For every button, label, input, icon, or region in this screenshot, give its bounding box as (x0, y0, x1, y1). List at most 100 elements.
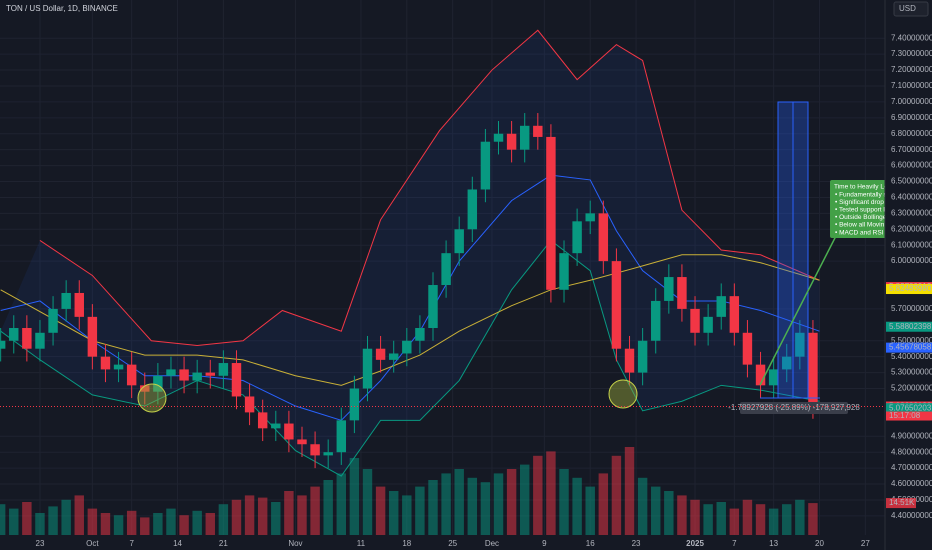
grid: 23 Oct 7 14 21 Nov 11 18 25 Dec 9 16 23 2025 7 13 20 27 (0, 0, 885, 548)
candle-body (782, 356, 792, 370)
volume-tag (886, 498, 916, 509)
volume-bar (388, 491, 399, 535)
y-tick-label: 7.20000000 (891, 65, 932, 74)
volume-bar (166, 508, 176, 535)
volume-bar (336, 473, 347, 535)
volume-bar (546, 451, 556, 535)
candle-body (572, 221, 582, 254)
volume-bar (100, 513, 111, 535)
y-tick-label: 6.50000000 (891, 177, 932, 186)
candle-body (690, 308, 700, 333)
overlay-line (39, 29, 820, 347)
volume-bar (61, 499, 71, 535)
volume-bar (0, 504, 6, 535)
candle-body (637, 340, 648, 373)
measure-box (740, 402, 848, 414)
y-tick-label: 6.70000000 (891, 145, 932, 154)
volume-bar (22, 502, 32, 535)
volume-bar (519, 464, 530, 535)
candle-body (140, 385, 150, 392)
y-tick-label: 6.00000000 (891, 256, 932, 265)
candle-body (677, 277, 687, 309)
candle-body (231, 363, 242, 397)
y-tick-label: 6.40000000 (891, 193, 932, 202)
plot-area: Time to Heavily Long:• Fundamentally str… (0, 29, 903, 535)
volume-bar (323, 480, 333, 535)
candle-body (0, 340, 6, 349)
y-tick-label: 5.30000000 (891, 368, 932, 377)
volume-bar (742, 499, 753, 535)
candle-body (153, 375, 163, 392)
x-tick-label: 9 (542, 539, 547, 548)
candle-body (375, 348, 386, 360)
price-tag-label: 5.45678058 (889, 343, 932, 352)
candle-body (703, 316, 713, 333)
volume-bar (651, 486, 661, 535)
candle-body (755, 364, 766, 386)
candle-body (22, 328, 32, 349)
candle-body (428, 285, 438, 329)
price-tag-label: 5.07650203 (889, 403, 932, 412)
x-tick-label: 7 (129, 539, 134, 548)
volume-bar (375, 486, 386, 535)
candle-body (205, 372, 215, 376)
overlay-line (0, 254, 820, 386)
candle-body (61, 292, 71, 309)
volume-bar (284, 491, 294, 535)
candle-body (271, 423, 281, 429)
candle-body (467, 189, 478, 230)
volume-bar (310, 486, 320, 535)
candle-body (795, 332, 805, 357)
volume-bar (402, 495, 412, 535)
candle-body (546, 136, 556, 290)
volume-bar (9, 508, 19, 535)
currency-label[interactable]: USD (899, 4, 916, 13)
volume-bar (703, 504, 713, 535)
candle-body (166, 369, 176, 376)
candle-body (179, 369, 189, 381)
x-tick-label: 20 (815, 539, 824, 548)
volume-bar (559, 469, 569, 535)
callout-text: • Tested support line (835, 207, 894, 214)
candle-body (297, 439, 307, 445)
y-tick-label: 7.00000000 (891, 97, 932, 106)
countdown: 15:17:08 (889, 411, 921, 420)
volume-bar (35, 513, 45, 535)
volume-bar (179, 515, 189, 535)
volume-bar (506, 469, 517, 535)
volume-bar (611, 455, 622, 535)
candle-body (441, 253, 451, 286)
candle-body (100, 356, 111, 370)
symbol-header: TON / US Dollar, 1D, BINANCE (6, 4, 118, 13)
x-tick-label: 7 (732, 539, 737, 548)
callout-text: • Outside Bollinger Ba (835, 214, 899, 221)
y-tick-label: 6.20000000 (891, 224, 932, 233)
y-tick-label: 5.70000000 (891, 304, 932, 313)
volume-bar (664, 491, 674, 535)
candle-body (402, 340, 412, 354)
volume-bar (755, 504, 766, 535)
callout-text: • Below all Moving Av (835, 222, 898, 229)
volume-bar (467, 477, 478, 535)
candle-body (257, 412, 268, 429)
callout-text: • Fundamentally strong (835, 191, 902, 198)
volume-bar (153, 513, 163, 535)
countdown-tag (886, 411, 932, 421)
price-tag (886, 342, 932, 353)
candle-body (664, 277, 674, 301)
volume-bar (231, 499, 242, 535)
candle-body (284, 423, 294, 440)
x-tick-label: 23 (36, 539, 45, 548)
x-tick-label: 23 (632, 539, 641, 548)
volume-bar (140, 517, 150, 535)
price-tag (886, 403, 932, 414)
currency-button[interactable] (893, 1, 929, 17)
candle-body (113, 364, 124, 370)
volume-bar (349, 458, 360, 535)
volume-bar (493, 473, 504, 535)
candle-body (323, 452, 333, 456)
callout-text: • MACD and RSI signal (835, 229, 903, 236)
x-tick-label: 14 (173, 539, 182, 548)
x-tick-label: 2025 (686, 539, 704, 548)
